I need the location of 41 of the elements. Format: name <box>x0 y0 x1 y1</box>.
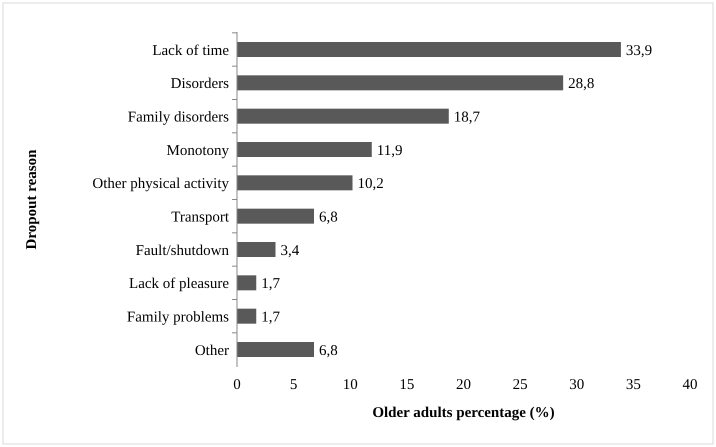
bar <box>237 108 449 124</box>
data-label: 3,4 <box>280 242 300 259</box>
y-tick-label: Other <box>194 342 229 359</box>
y-tick-label: Disorders <box>170 76 230 92</box>
x-tick-label: 25 <box>512 377 528 393</box>
bar <box>237 175 353 190</box>
x-tick-label: 35 <box>626 377 641 393</box>
y-tick-label: Monotony <box>166 142 230 159</box>
data-label: 1,7 <box>261 276 281 292</box>
bar <box>237 208 314 224</box>
bar <box>237 275 256 290</box>
y-tick-label: Lack of time <box>152 42 230 59</box>
y-tick-label: Family problems <box>126 309 230 326</box>
data-label: 33,9 <box>626 42 652 59</box>
bar <box>237 242 276 257</box>
y-tick-label: Family disorders <box>128 109 230 126</box>
x-tick-label: 10 <box>342 377 358 393</box>
y-tick-label: Lack of pleasure <box>129 276 230 292</box>
x-tick-label: 5 <box>290 377 298 393</box>
x-tick-label: 20 <box>456 377 471 393</box>
bar <box>237 342 314 357</box>
x-tick-label: 30 <box>569 377 584 393</box>
bar <box>237 308 256 324</box>
x-tick-label: 0 <box>233 377 241 393</box>
y-axis-title: Dropout reason <box>24 148 40 250</box>
bar <box>237 142 372 157</box>
bar <box>237 75 564 90</box>
data-label: 10,2 <box>358 176 384 192</box>
x-axis-title: Older adults percentage (%) <box>372 405 555 421</box>
x-tick-label: 15 <box>399 377 414 393</box>
x-tick-label: 40 <box>682 377 698 393</box>
data-label: 1,7 <box>261 309 281 326</box>
data-label: 11,9 <box>376 142 402 159</box>
data-label: 6,8 <box>319 209 338 226</box>
data-label: 18,7 <box>454 109 481 126</box>
data-label: 6,8 <box>319 342 338 359</box>
data-label: 28,8 <box>568 76 594 92</box>
bar <box>237 42 621 57</box>
y-tick-label: Transport <box>171 209 230 226</box>
y-tick-label: Other physical activity <box>92 176 230 192</box>
y-tick-label: Fault/shutdown <box>136 242 230 259</box>
